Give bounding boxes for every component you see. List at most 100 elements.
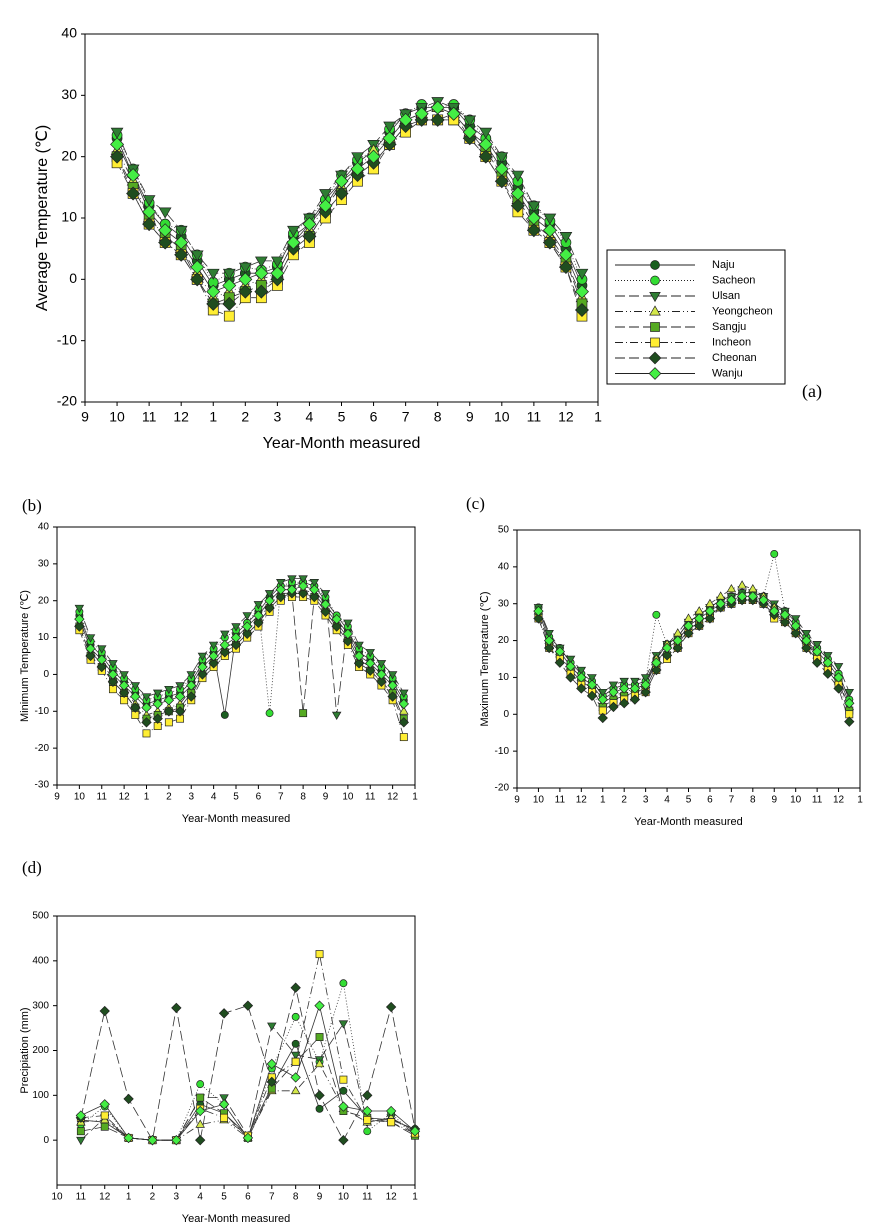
y-tick-label: 20: [38, 595, 50, 606]
marker: [533, 605, 544, 617]
y-tick-label: 40: [498, 561, 510, 572]
marker: [543, 642, 555, 654]
y-tick-label: -30: [35, 780, 50, 791]
marker: [565, 661, 576, 672]
legend-label: Yeongcheon: [712, 305, 773, 317]
marker: [758, 594, 769, 606]
marker: [85, 650, 96, 662]
y-tick-label: 0: [69, 270, 77, 286]
marker: [219, 1094, 229, 1103]
legend-label: Naju: [712, 259, 735, 271]
legend-box: [606, 249, 786, 385]
x-tick-label: 12: [386, 1192, 398, 1203]
x-tick-label: 4: [664, 795, 670, 806]
marker: [822, 668, 834, 679]
marker: [510, 186, 525, 201]
marker: [253, 610, 264, 621]
marker: [376, 660, 387, 669]
marker: [320, 590, 331, 599]
marker: [299, 709, 308, 718]
marker: [96, 654, 107, 665]
x-tick-label: 1: [412, 1192, 418, 1203]
marker: [608, 701, 619, 713]
marker: [290, 982, 301, 993]
legend-label: Cheonan: [712, 352, 757, 364]
marker: [271, 256, 284, 268]
x-tick-label: 12: [576, 795, 588, 806]
marker: [586, 690, 598, 702]
series-line: [80, 987, 416, 1142]
marker: [297, 580, 309, 592]
marker: [565, 655, 576, 665]
marker: [286, 235, 301, 250]
marker: [640, 686, 651, 698]
marker: [320, 599, 331, 610]
x-axis-title: Year-Month measured: [182, 813, 290, 825]
marker: [222, 296, 237, 311]
marker: [222, 278, 237, 293]
y-tick-label: -20: [57, 393, 77, 409]
x-tick-label: 2: [166, 792, 172, 803]
x-tick-label: 3: [643, 795, 649, 806]
x-tick-label: 1: [144, 792, 150, 803]
marker: [399, 733, 408, 742]
marker: [164, 685, 174, 695]
marker: [376, 676, 387, 687]
marker: [309, 591, 320, 603]
marker: [253, 617, 264, 629]
marker: [494, 174, 509, 189]
x-tick-label: 11: [365, 792, 376, 803]
marker: [118, 687, 130, 699]
marker: [533, 613, 544, 624]
marker: [314, 1058, 325, 1068]
marker: [220, 1113, 229, 1122]
marker: [107, 676, 119, 687]
marker: [430, 112, 445, 127]
x-tick-label: 5: [338, 409, 346, 425]
marker: [264, 595, 275, 606]
marker: [463, 115, 477, 127]
marker: [365, 665, 376, 676]
marker: [334, 186, 349, 201]
y-tick-label: 40: [61, 25, 77, 41]
marker: [238, 284, 253, 299]
marker: [158, 235, 173, 250]
marker: [387, 691, 398, 702]
marker: [683, 613, 694, 622]
marker: [186, 691, 197, 702]
x-tick-label: 10: [51, 1192, 63, 1203]
y-tick-label: 100: [32, 1090, 49, 1101]
marker: [574, 284, 589, 299]
marker: [385, 1001, 397, 1013]
marker: [265, 709, 274, 718]
marker: [748, 583, 758, 593]
marker: [558, 247, 573, 262]
marker: [96, 661, 107, 673]
marker: [319, 189, 332, 201]
marker: [511, 170, 525, 182]
x-tick-label: 10: [342, 792, 354, 803]
marker: [339, 1075, 348, 1084]
marker: [107, 669, 119, 680]
marker: [387, 1118, 396, 1127]
marker: [366, 149, 381, 164]
marker: [242, 612, 252, 621]
marker: [126, 186, 141, 201]
x-axis-title: Year-Month measured: [263, 435, 421, 452]
marker: [242, 621, 253, 632]
marker: [554, 657, 566, 668]
marker: [608, 681, 619, 690]
y-tick-label: 500: [32, 911, 49, 922]
marker: [430, 100, 445, 115]
marker: [118, 680, 130, 691]
marker: [542, 223, 557, 238]
y-tick-label: 20: [498, 635, 510, 646]
x-tick-label: 11: [812, 795, 823, 806]
x-tick-label: 12: [833, 795, 845, 806]
marker: [218, 1099, 230, 1110]
marker: [736, 591, 748, 602]
marker: [715, 598, 726, 609]
y-tick-label: 40: [38, 522, 50, 533]
marker: [197, 669, 208, 680]
